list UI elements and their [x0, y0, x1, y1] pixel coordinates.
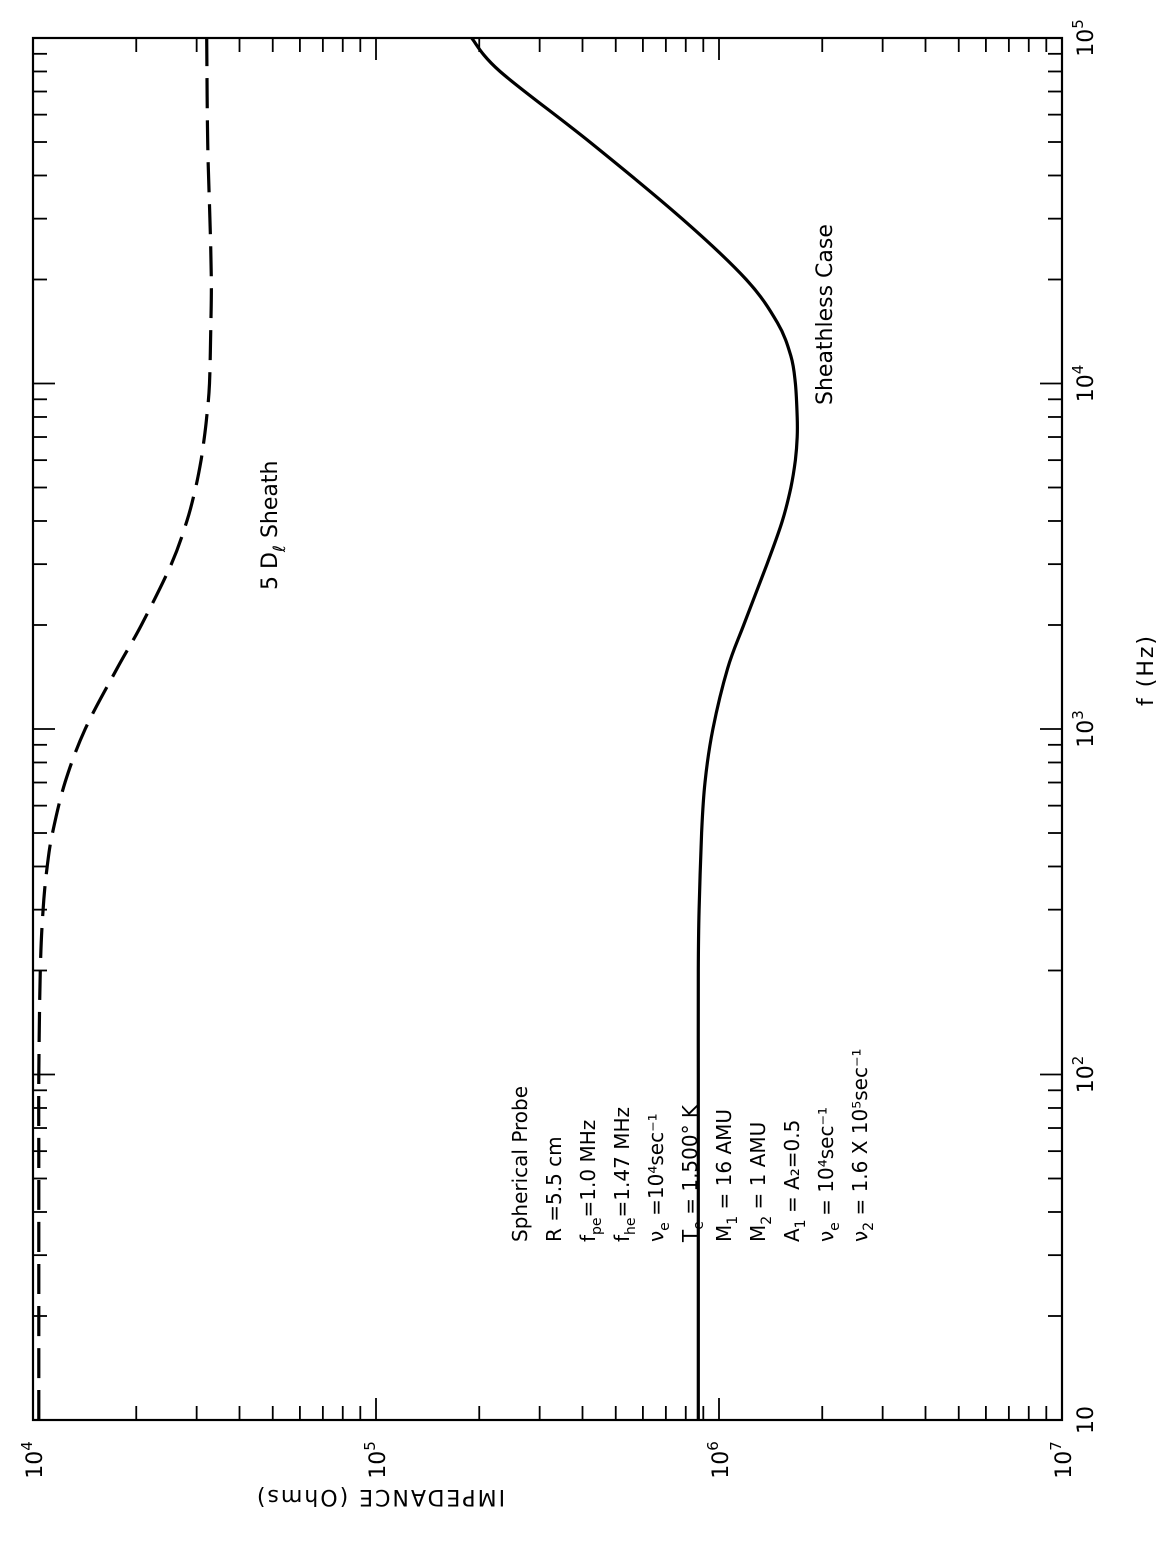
x-tick-label: 103: [1069, 710, 1099, 748]
x-tick-label-base: 10: [1074, 1065, 1099, 1093]
parameter-line: M2 = 1 AMU: [746, 1122, 775, 1242]
parameter-line: A1 = A₂=0.5: [780, 1120, 809, 1242]
sheath-curve-label: 5 Dℓ Sheath: [258, 461, 290, 590]
y-tick-label: 107: [1047, 1441, 1077, 1479]
parameter-symbol: Spherical Probe: [508, 1086, 532, 1242]
parameter-symbol: ν: [814, 1231, 838, 1242]
parameter-subscript: pe: [589, 1217, 605, 1235]
parameter-subscript: 2: [861, 1222, 877, 1231]
parameter-symbol: T: [678, 1229, 702, 1243]
parameter-symbol: f: [610, 1234, 634, 1242]
parameter-symbol: M: [746, 1225, 770, 1242]
x-tick-label-exp: 3: [1069, 710, 1087, 720]
x-tick-label-exp: 2: [1069, 1056, 1087, 1066]
parameter-value: = 1.6 X 10⁵sec⁻¹: [848, 1048, 872, 1221]
parameter-value: =5.5 cm: [542, 1136, 566, 1228]
parameter-subscript: 1: [725, 1216, 741, 1225]
x-tick-label-base: 10: [1074, 29, 1099, 57]
parameter-value: =10⁴sec⁻¹: [644, 1113, 668, 1222]
y-tick-label-base: 10: [23, 1451, 48, 1479]
parameter-subscript: he: [623, 1217, 639, 1235]
parameter-symbol: A: [780, 1228, 804, 1242]
parameter-symbol: M: [712, 1225, 736, 1242]
y-axis-title: IMPEDANCE (Ohms): [255, 1484, 505, 1509]
parameter-symbol: ν: [644, 1231, 668, 1242]
sheath-label-word: Sheath: [258, 461, 283, 546]
y-tick-label-exp: 5: [361, 1441, 379, 1451]
parameter-line: ν2 = 1.6 X 10⁵sec⁻¹: [848, 1048, 877, 1242]
parameter-subscript: e: [691, 1221, 707, 1230]
x-tick-label: 104: [1069, 365, 1099, 403]
y-tick-label: 106: [704, 1441, 734, 1479]
parameter-value: = A₂=0.5: [780, 1120, 804, 1220]
parameter-value: =1.47 MHz: [610, 1107, 634, 1217]
parameter-subscript: e: [827, 1222, 843, 1231]
x-tick-label-base: 10: [1074, 1406, 1099, 1434]
parameter-subscript: e: [657, 1222, 673, 1231]
parameter-line: M1 = 16 AMU: [712, 1109, 741, 1242]
parameter-value: = 1,500° K: [678, 1104, 702, 1221]
y-tick-label-base: 10: [1052, 1451, 1077, 1479]
sheath-label-text: 5 D: [258, 552, 283, 590]
parameter-line: νe =10⁴sec⁻¹: [644, 1113, 673, 1242]
parameter-symbol: ν: [848, 1231, 872, 1242]
x-tick-label: 10: [1074, 1406, 1099, 1434]
y-tick-label: 104: [18, 1441, 48, 1479]
parameter-line: fpe=1.0 MHz: [576, 1120, 605, 1242]
x-tick-label: 105: [1069, 19, 1099, 57]
x-tick-label-base: 10: [1074, 374, 1099, 402]
x-tick-label-base: 10: [1074, 720, 1099, 748]
x-tick-label-exp: 5: [1069, 19, 1087, 29]
series-sheathless-line: [37, 37, 213, 1420]
parameter-symbol: f: [576, 1234, 600, 1242]
parameter-value: =1.0 MHz: [576, 1120, 600, 1218]
axis-ticks: [32, 38, 1062, 1421]
parameter-line: Te = 1,500° K: [678, 1104, 707, 1243]
sheathless-curve-label: Sheathless Case: [813, 224, 838, 405]
parameter-value: = 1 AMU: [746, 1122, 770, 1216]
series-layer: [37, 36, 800, 1420]
parameter-line: Spherical Probe: [508, 1086, 532, 1242]
x-tick-label: 102: [1069, 1056, 1099, 1094]
parameter-value: = 16 AMU: [712, 1109, 736, 1216]
series-sheath-line: [470, 36, 800, 1420]
y-tick-label-base: 10: [709, 1451, 734, 1479]
y-tick-label: 105: [361, 1441, 391, 1479]
y-tick-label-base: 10: [366, 1451, 391, 1479]
y-tick-label-exp: 6: [704, 1441, 722, 1451]
sheath-label-subscript: ℓ: [270, 545, 290, 553]
parameter-line: νe = 10⁴sec⁻¹: [814, 1107, 843, 1242]
parameter-symbol: R: [542, 1228, 566, 1242]
parameter-value: = 10⁴sec⁻¹: [814, 1107, 838, 1222]
parameter-subscript: 1: [793, 1219, 809, 1228]
y-tick-label-exp: 7: [1047, 1441, 1065, 1451]
parameter-line: fhe=1.47 MHz: [610, 1107, 639, 1242]
y-tick-label-exp: 4: [18, 1441, 36, 1451]
x-tick-label-exp: 4: [1069, 365, 1087, 375]
parameter-line: R =5.5 cm: [542, 1136, 566, 1242]
x-axis-title: f (Hz): [1134, 634, 1159, 706]
parameter-subscript: 2: [759, 1216, 775, 1225]
